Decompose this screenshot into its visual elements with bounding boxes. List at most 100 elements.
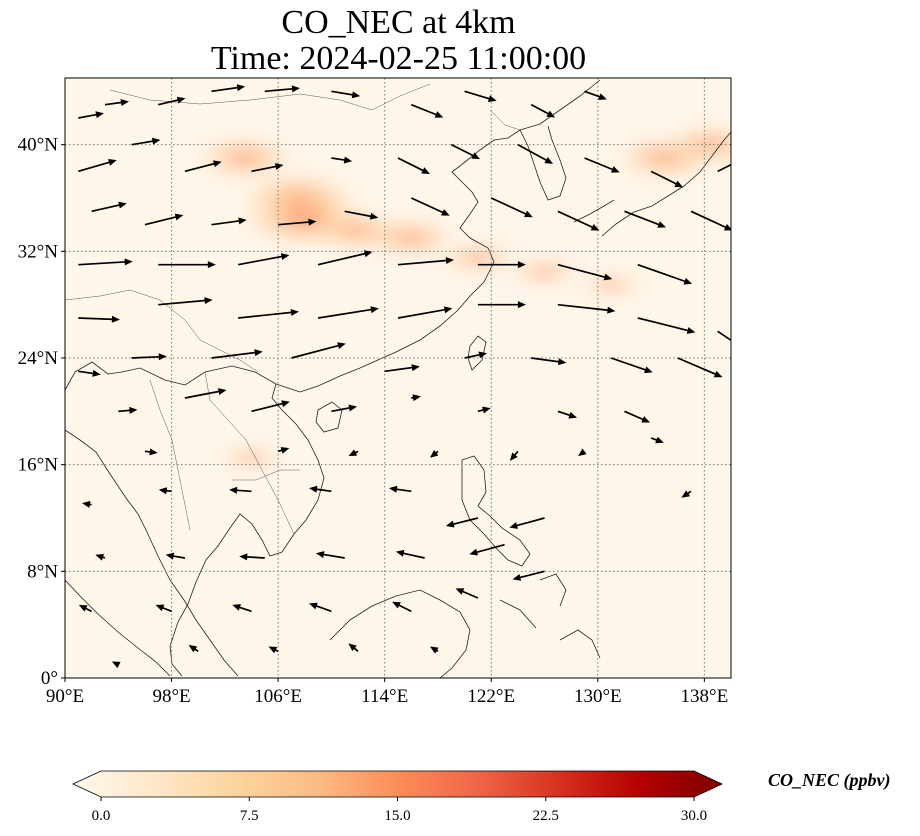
wind-arrow [251, 163, 284, 173]
wind-arrow [229, 486, 252, 494]
wind-arrow-shaft [78, 317, 114, 321]
wind-arrow-head [434, 111, 444, 118]
wind-arrow [111, 661, 121, 669]
wind-arrow-head [509, 522, 518, 529]
wind-arrow-head [111, 315, 120, 323]
wind-arrow-shaft [344, 210, 373, 218]
wind-arrow-head [524, 210, 533, 218]
y-axis-ticks: 0° 8°N 16°N 24°N 32°N 40°N [18, 135, 65, 689]
wind-arrow-head [598, 93, 607, 100]
wind-arrow [490, 197, 533, 218]
wind-arrow [584, 157, 620, 173]
wind-arrow-head [603, 273, 613, 281]
wind-arrow-shaft [460, 589, 479, 599]
wind-arrow-head [683, 277, 693, 285]
wind-arrow-shaft [464, 353, 482, 359]
coastline-indochina [169, 383, 325, 677]
x-axis-ticks: 90°E 98°E 106°E 114°E 122°E 130°E 138°E [46, 678, 728, 707]
wind-arrow-head [281, 400, 290, 408]
wind-arrow-shaft [78, 160, 112, 173]
y-tick-label: 8°N [27, 561, 58, 582]
wind-arrow-head [291, 85, 300, 93]
wind-arrow-shaft [557, 210, 595, 229]
wind-arrow-shaft [584, 157, 615, 171]
wind-arrow [78, 315, 120, 323]
wind-arrow-shaft [410, 197, 445, 214]
wind-arrow-head [445, 520, 455, 528]
wind-arrow [392, 601, 412, 613]
wind-arrow [184, 388, 227, 399]
wind-arrow [517, 143, 554, 164]
x-tick-label: 106°E [254, 686, 302, 707]
wind-arrow-head [158, 353, 167, 361]
wind-arrow-head [348, 449, 358, 457]
wind-arrow [95, 554, 106, 561]
wind-arrow-head [95, 554, 105, 561]
wind-arrow-head [455, 588, 465, 595]
wind-arrow-head [445, 257, 454, 265]
wind-arrow [717, 163, 731, 173]
wind-arrow [410, 197, 450, 216]
wind-arrow [158, 487, 172, 495]
wind-arrow-shaft [610, 357, 648, 372]
wind-arrow [211, 349, 263, 359]
wind-arrow-head [348, 643, 357, 652]
wind-arrow [278, 218, 317, 226]
wind-arrow [317, 306, 379, 319]
y-tick-label: 32°N [18, 241, 59, 262]
wind-arrow-shaft [238, 255, 284, 266]
wind-arrow-shaft [251, 165, 278, 173]
wind-arrow [637, 263, 693, 285]
wind-arrow [530, 103, 556, 118]
wind-arrow-head [229, 486, 238, 494]
wind-arrow-shaft [397, 157, 426, 173]
wind-arrow-head [443, 306, 453, 314]
wind-arrow-head [412, 394, 421, 402]
wind-arrow-shaft [584, 90, 602, 99]
wind-arrow [211, 84, 246, 93]
wind-arrow-shaft [331, 90, 355, 96]
wind-arrow-shaft [314, 488, 332, 493]
coastline-japan [573, 131, 731, 237]
wind-arrow-shaft [118, 409, 132, 413]
wind-arrow-head [92, 369, 101, 377]
coastline-philippines [461, 455, 531, 567]
wind-arrow [477, 261, 526, 269]
wind-arrow-head [469, 548, 478, 556]
wind-arrow-shaft [211, 86, 240, 93]
wind-arrow-shaft [317, 308, 374, 319]
wind-arrow [91, 201, 127, 213]
wind-arrow [512, 570, 545, 581]
colorbar-tick-label: 30.0 [681, 808, 707, 824]
wind-arrow-head [370, 306, 379, 314]
coastline-hainan [315, 401, 343, 433]
wind-arrow-head [681, 490, 691, 498]
wind-arrow-head [392, 601, 401, 609]
wind-arrow-head [315, 551, 325, 558]
map-plot-area[interactable] [65, 78, 763, 678]
wind-arrow [411, 394, 421, 402]
wind-arrow-head [95, 111, 104, 119]
wind-arrow-head [308, 218, 317, 226]
wind-arrow-head [723, 224, 731, 231]
wind-arrow [331, 90, 361, 99]
wind-arrow-shaft [278, 221, 311, 226]
wind-arrow [681, 490, 692, 498]
wind-arrow-shaft [531, 357, 561, 363]
wind-arrow [238, 253, 290, 266]
co-plume [572, 265, 650, 304]
wind-arrow-head [655, 436, 664, 444]
wind-arrow-head [309, 485, 318, 493]
wind-arrow-shaft [237, 606, 252, 613]
coastline-bay-of-bengal [65, 429, 171, 581]
wind-arrow [578, 448, 587, 457]
x-tick-label: 98°E [152, 686, 190, 707]
wind-arrow-shaft [677, 357, 718, 376]
wind-arrow-head [217, 388, 227, 395]
wind-arrow [78, 369, 101, 377]
wind-arrow-head [478, 351, 487, 359]
wind-arrow-shaft [78, 260, 127, 266]
border-line [65, 289, 259, 373]
wind-arrow [429, 646, 439, 654]
wind-arrow-shaft [211, 351, 257, 359]
